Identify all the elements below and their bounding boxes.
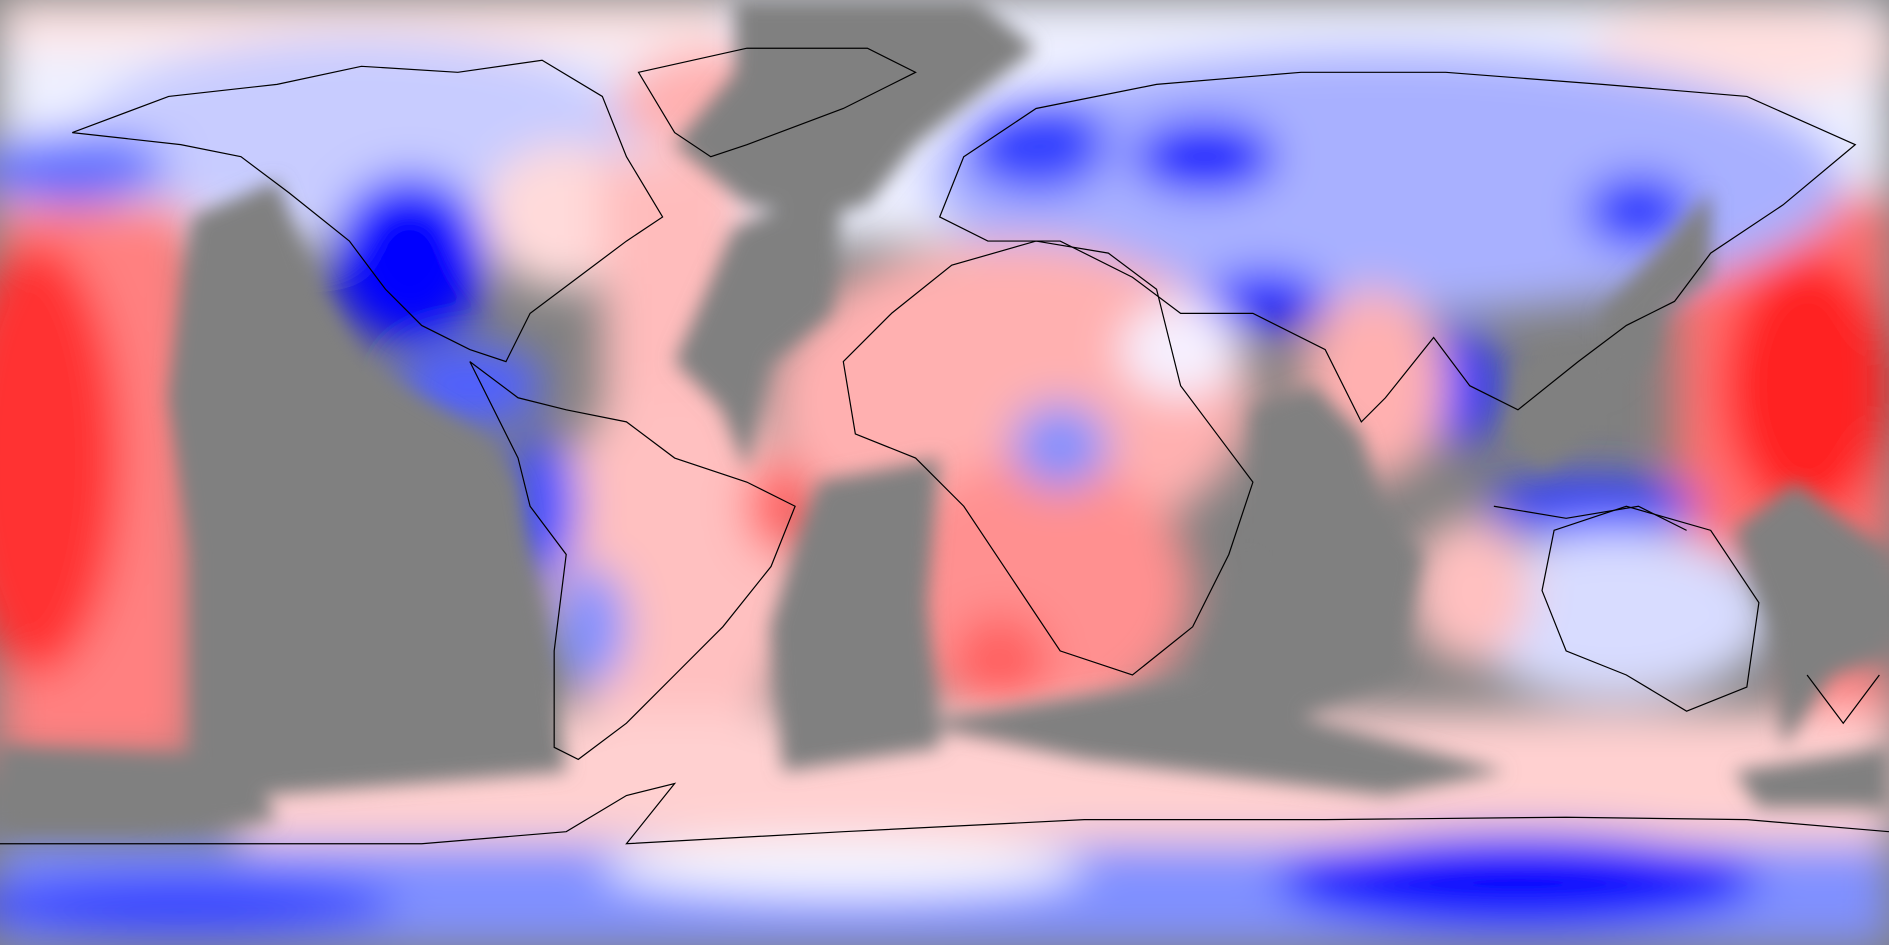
no-data-north-atlantic (674, 0, 1037, 217)
arabia-white (1120, 301, 1241, 398)
scandinavia-blue (963, 96, 1109, 193)
antarctic-white (602, 837, 1085, 898)
australia-coast (1541, 505, 1760, 712)
greenland-coast (637, 47, 917, 158)
no-data-south-east (1734, 747, 1889, 808)
australia-blue (1457, 530, 1771, 700)
new-zealand-coast (1806, 674, 1880, 725)
eurasia-blue (927, 48, 1844, 314)
us-west-blue (331, 174, 488, 344)
indonesia-coast (1493, 505, 1687, 531)
namibia-red (951, 614, 1049, 712)
south-america-coast (469, 361, 796, 761)
russia-blue-core (1132, 120, 1278, 193)
antarctic-blue-core (1277, 831, 1759, 929)
no-data-tasman (1734, 482, 1889, 748)
no-data-yellow-sea (1602, 192, 1711, 398)
pacific-east-core (1722, 253, 1889, 519)
africa-coast (842, 240, 1254, 676)
brazil-red (746, 458, 820, 555)
arctic-pink-east (1590, 0, 1889, 97)
no-data-indian-ocean (1180, 385, 1422, 724)
coastlines (0, 47, 1889, 845)
tibet-blue (1204, 271, 1326, 332)
china-blue (1584, 174, 1693, 248)
alaska-blue (0, 132, 169, 205)
antarctica-coast (0, 782, 1889, 845)
south-america-blue (554, 566, 627, 688)
no-data-atlantic (674, 180, 844, 471)
no-data-southern-indian (915, 675, 1506, 796)
eurasia-coast (938, 71, 1857, 423)
indonesia-blue (1481, 476, 1699, 537)
pacific-west-core (0, 241, 121, 675)
no-data-south-pacific (0, 747, 278, 832)
no-data-south-atlantic (771, 458, 940, 772)
africa-blue (1011, 403, 1109, 489)
no-data-east-pacific (168, 180, 567, 796)
no-data-regions (0, 0, 1889, 832)
antarctic-blue-west (0, 873, 398, 935)
north-america-coast (72, 59, 664, 363)
no-data-south-china-sea (1505, 349, 1591, 471)
south-america-pink (542, 385, 808, 748)
indian-ocean-pink (1409, 518, 1530, 663)
